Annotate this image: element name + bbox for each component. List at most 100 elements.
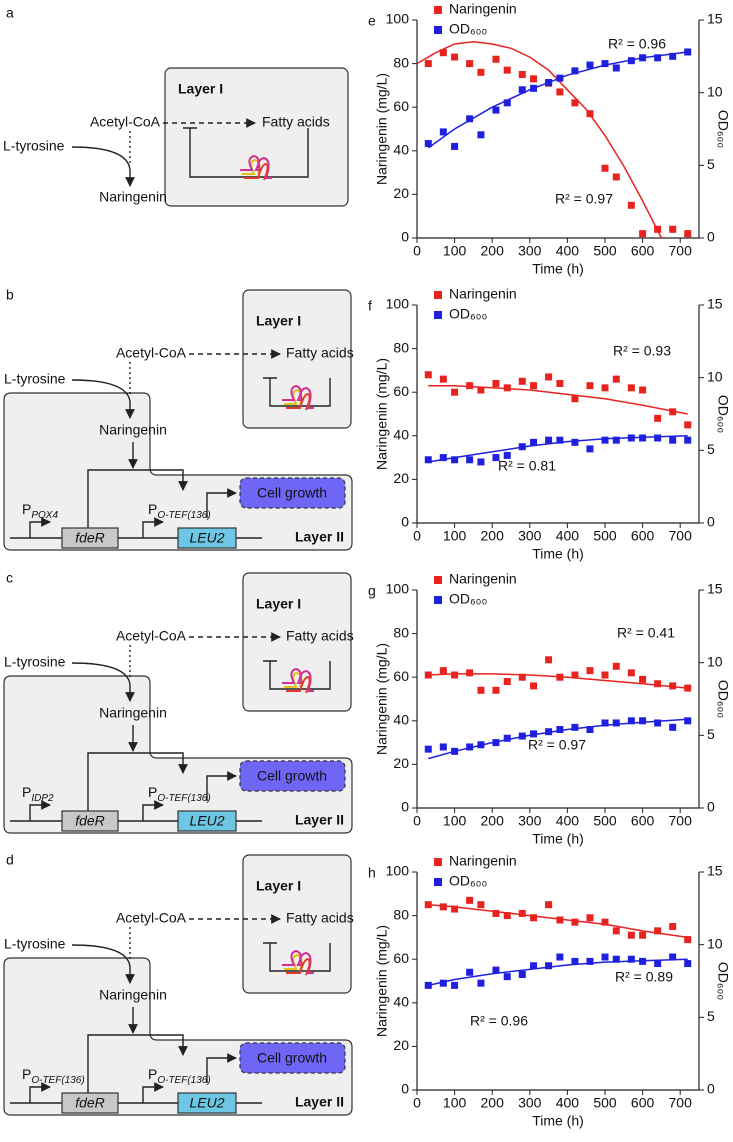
data-point <box>439 743 447 751</box>
y2-tick-label: 15 <box>707 581 723 597</box>
data-point <box>492 739 500 747</box>
legend-label: OD₆₀₀ <box>449 591 487 607</box>
promoter-label: PO-TEF(136) <box>148 1066 211 1086</box>
layer-title: Layer II <box>295 529 344 545</box>
cell-growth-label: Cell growth <box>257 768 327 784</box>
x-tick-label: 700 <box>669 243 693 259</box>
data-point <box>424 140 432 148</box>
y-tick-label: 40 <box>393 712 409 728</box>
data-point <box>627 384 635 392</box>
x-tick-label: 700 <box>669 813 693 829</box>
promoter-arrow <box>142 517 164 538</box>
layer-2-box <box>3 957 353 1116</box>
data-point <box>639 54 647 62</box>
data-point <box>451 388 459 396</box>
y2-tick-label: 15 <box>707 863 723 879</box>
data-point <box>612 927 620 935</box>
data-point <box>439 128 447 136</box>
arrow <box>206 488 237 518</box>
data-point <box>612 375 620 383</box>
data-point <box>654 225 662 233</box>
metabolite: Fatty acids <box>286 628 354 644</box>
fit-line <box>428 384 688 415</box>
data-point <box>571 395 579 403</box>
gene-label: LEU2 <box>189 813 224 829</box>
data-point <box>439 454 447 462</box>
layer-title: Layer I <box>256 878 301 894</box>
gene-box <box>61 527 119 549</box>
metabolite: L-tyrosine <box>4 654 66 670</box>
y-tick-label: 0 <box>401 514 409 530</box>
data-point <box>586 914 594 922</box>
data-point <box>684 48 692 56</box>
data-point <box>451 456 459 464</box>
data-point <box>612 662 620 670</box>
y-tick-label: 20 <box>393 470 409 486</box>
x-tick-label: 600 <box>631 243 655 259</box>
y-tick-label: 0 <box>401 229 409 245</box>
gene-label: LEU2 <box>189 1095 224 1111</box>
data-point <box>530 962 538 970</box>
panel-label: e <box>368 13 376 29</box>
data-point <box>477 386 485 394</box>
y-tick-label: 20 <box>393 755 409 771</box>
data-point <box>612 64 620 72</box>
y-tick-label: 100 <box>386 296 410 312</box>
x-tick-label: 0 <box>413 528 421 544</box>
data-point <box>669 52 677 60</box>
data-point <box>503 973 511 981</box>
y2-axis-label: OD₆₀₀ <box>715 110 731 148</box>
data-point <box>654 960 662 968</box>
legend-label: Naringenin <box>449 286 517 302</box>
x-tick-label: 200 <box>481 1095 505 1111</box>
data-point <box>530 682 538 690</box>
fit-line <box>428 673 688 689</box>
data-point <box>684 684 692 692</box>
data-point <box>503 678 511 686</box>
promoter-arrow <box>142 1082 164 1103</box>
y-tick-label: 100 <box>386 863 410 879</box>
promoter-main: P <box>22 784 31 800</box>
legend-label: Naringenin <box>449 853 517 869</box>
fit-label: R² = 0.96 <box>470 1013 528 1029</box>
x-tick-label: 700 <box>669 1095 693 1111</box>
y-axis-label: Naringenin (mg/L) <box>374 73 390 185</box>
data-point <box>601 60 609 68</box>
data-point <box>518 732 526 740</box>
data-point <box>669 408 677 416</box>
promoter-sub: O-TEF(136) <box>157 1075 210 1086</box>
data-point <box>492 55 500 63</box>
data-point <box>518 909 526 917</box>
fit-label: R² = 0.96 <box>608 36 666 52</box>
y-tick-label: 80 <box>393 906 409 922</box>
promoter-label: PIDP2 <box>22 784 54 804</box>
data-point <box>669 682 677 690</box>
y2-tick-label: 5 <box>707 726 715 742</box>
data-point <box>556 673 564 681</box>
data-point <box>503 912 511 920</box>
data-point <box>571 99 579 107</box>
riboswitch <box>286 392 311 411</box>
y2-tick-label: 0 <box>707 514 715 530</box>
data-point <box>492 379 500 387</box>
fit-label: R² = 0.93 <box>613 343 671 359</box>
x-tick-label: 500 <box>593 528 617 544</box>
data-point <box>556 726 564 734</box>
data-point <box>451 905 459 913</box>
y-tick-label: 100 <box>386 11 410 27</box>
data-point <box>684 436 692 444</box>
data-point <box>518 443 526 451</box>
y-tick-label: 40 <box>393 142 409 158</box>
layer-title: Layer I <box>178 81 223 97</box>
data-point <box>627 57 635 65</box>
x-tick-label: 200 <box>481 528 505 544</box>
x-tick-label: 600 <box>631 813 655 829</box>
arrow <box>71 146 135 187</box>
y2-tick-label: 0 <box>707 799 715 815</box>
gene-box <box>177 1092 237 1114</box>
y2-tick-label: 10 <box>707 368 723 384</box>
data-point <box>669 953 677 961</box>
promoter-main: P <box>22 501 31 517</box>
x-tick-label: 100 <box>443 1095 467 1111</box>
